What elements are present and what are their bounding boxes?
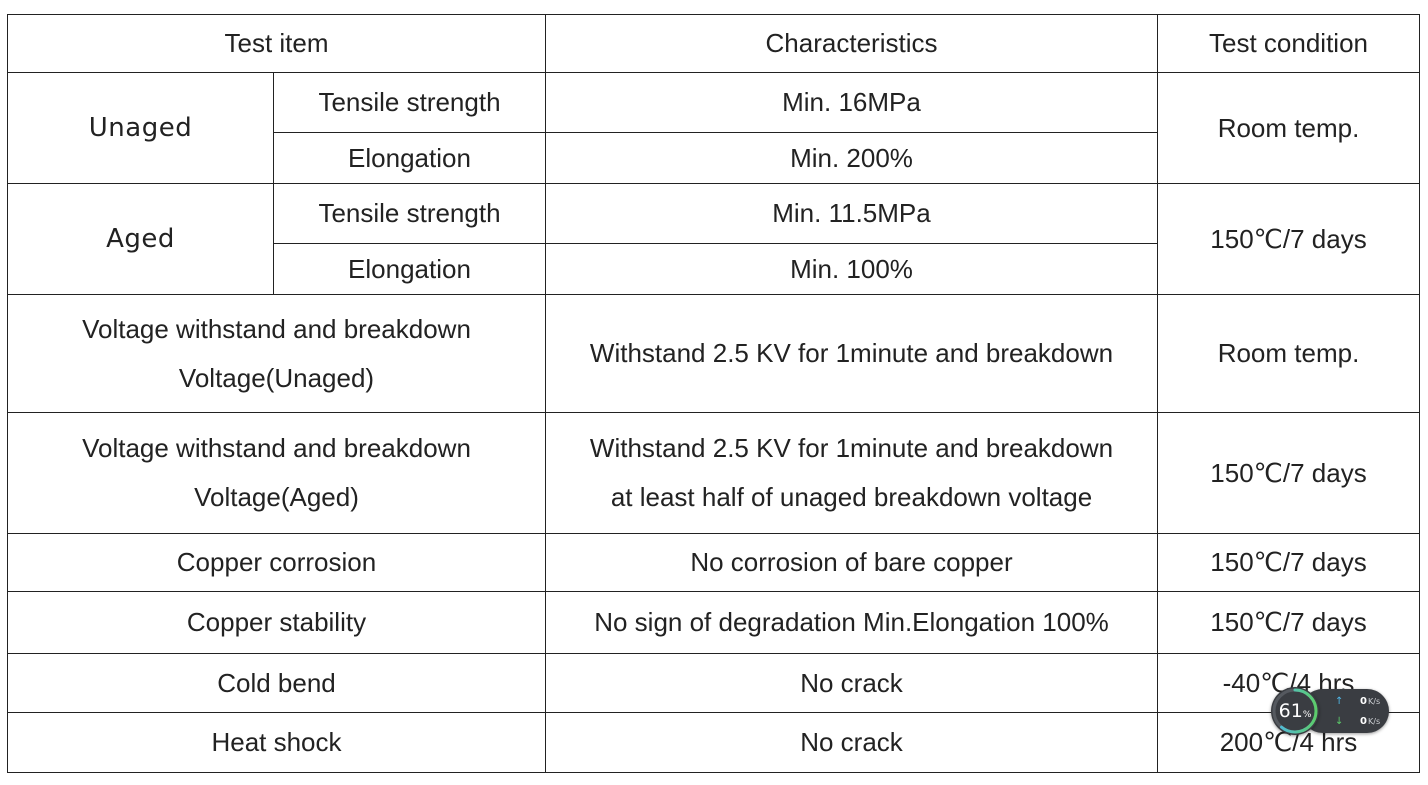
voltage-unaged-item: Voltage withstand and breakdown Voltage(… bbox=[7, 294, 546, 413]
heat-shock-item: Heat shock bbox=[7, 712, 546, 773]
aged-condition: 150℃/7 days bbox=[1157, 183, 1420, 295]
upload-speed: ↑ 0K/s bbox=[1335, 696, 1380, 708]
voltage-aged-characteristics: Withstand 2.5 KV for 1minute and breakdo… bbox=[545, 412, 1158, 534]
voltage-aged-char-line2: at least half of unaged breakdown voltag… bbox=[610, 482, 1093, 512]
download-speed: ↓ 0K/s bbox=[1335, 716, 1380, 728]
memory-usage-circle[interactable]: 61% bbox=[1271, 687, 1319, 735]
copper-corrosion-condition: 150℃/7 days bbox=[1157, 533, 1420, 592]
network-speed-widget[interactable]: ↑ 0K/s ↓ 0K/s 61% bbox=[1271, 687, 1391, 735]
header-row: Test item Characteristics Test condition bbox=[7, 14, 1420, 73]
aged-tensile-value: Min. 11.5MPa bbox=[545, 183, 1158, 244]
header-test-item: Test item bbox=[7, 14, 546, 73]
copper-corrosion-characteristics: No corrosion of bare copper bbox=[545, 533, 1158, 592]
copper-stability-characteristics: No sign of degradation Min.Elongation 10… bbox=[545, 591, 1158, 654]
memory-usage-percent: 61% bbox=[1271, 687, 1319, 735]
voltage-aged-item-line1: Voltage withstand and breakdown bbox=[82, 433, 471, 463]
cold-bend-item: Cold bend bbox=[7, 653, 546, 713]
upload-value: 0 bbox=[1360, 696, 1367, 707]
voltage-unaged-characteristics: Withstand 2.5 KV for 1minute and breakdo… bbox=[545, 294, 1158, 413]
voltage-unaged-condition: Room temp. bbox=[1157, 294, 1420, 413]
upload-arrow-icon: ↑ bbox=[1335, 696, 1344, 707]
table-row: Cold bend No crack -40℃/4 hrs bbox=[7, 653, 1420, 713]
table-row: Voltage withstand and breakdown Voltage(… bbox=[7, 294, 1420, 413]
aged-tensile-label: Tensile strength bbox=[273, 183, 546, 244]
spec-table: Test item Characteristics Test condition… bbox=[7, 14, 1420, 773]
table-row: Elongation Min. 200% bbox=[8, 132, 1420, 184]
voltage-aged-char-line1: Withstand 2.5 KV for 1minute and breakdo… bbox=[589, 433, 1114, 463]
unaged-elongation-label: Elongation bbox=[273, 132, 546, 184]
download-unit: K/s bbox=[1368, 717, 1381, 726]
copper-stability-condition: 150℃/7 days bbox=[1157, 591, 1420, 654]
unaged-label: Unaged bbox=[7, 72, 274, 184]
memory-usage-ring-progress bbox=[1272, 688, 1318, 734]
upload-unit: K/s bbox=[1368, 697, 1381, 706]
table-row: Copper corrosion No corrosion of bare co… bbox=[7, 533, 1420, 592]
voltage-unaged-item-line1: Voltage withstand and breakdown bbox=[82, 313, 471, 344]
memory-usage-ring-icon bbox=[1272, 688, 1318, 734]
memory-usage-percent-sign: % bbox=[1302, 710, 1312, 720]
table-row: Aged Tensile strength Min. 11.5MPa 150℃/… bbox=[7, 183, 1420, 295]
aged-elongation-value: Min. 100% bbox=[545, 243, 1158, 295]
heat-shock-characteristics: No crack bbox=[545, 712, 1158, 773]
table-row: Unaged Tensile strength Min. 16MPa Room … bbox=[7, 72, 1420, 184]
download-value: 0 bbox=[1360, 716, 1367, 727]
table-row: Voltage withstand and breakdown Voltage(… bbox=[7, 412, 1420, 534]
aged-label: Aged bbox=[7, 183, 274, 295]
unaged-elongation-value: Min. 200% bbox=[545, 132, 1158, 184]
copper-stability-item: Copper stability bbox=[7, 591, 546, 654]
unaged-tensile-label: Tensile strength bbox=[273, 72, 546, 133]
voltage-aged-item-line2: Voltage(Aged) bbox=[194, 482, 359, 512]
unaged-condition: Room temp. bbox=[1157, 72, 1420, 184]
voltage-unaged-item-line2: Voltage(Unaged) bbox=[178, 362, 375, 393]
voltage-aged-condition: 150℃/7 days bbox=[1157, 412, 1420, 534]
aged-elongation-label: Elongation bbox=[273, 243, 546, 295]
unaged-tensile-value: Min. 16MPa bbox=[545, 72, 1158, 133]
header-characteristics: Characteristics bbox=[545, 14, 1158, 73]
memory-usage-percent-value: 61 bbox=[1278, 700, 1303, 722]
copper-corrosion-item: Copper corrosion bbox=[7, 533, 546, 592]
cold-bend-characteristics: No crack bbox=[545, 653, 1158, 713]
header-test-condition: Test condition bbox=[1157, 14, 1420, 73]
table-row: Copper stability No sign of degradation … bbox=[7, 591, 1420, 654]
download-arrow-icon: ↓ bbox=[1335, 716, 1344, 727]
table-row: Heat shock No crack 200℃/4 hrs bbox=[7, 712, 1420, 773]
voltage-aged-item: Voltage withstand and breakdown Voltage(… bbox=[7, 412, 546, 534]
